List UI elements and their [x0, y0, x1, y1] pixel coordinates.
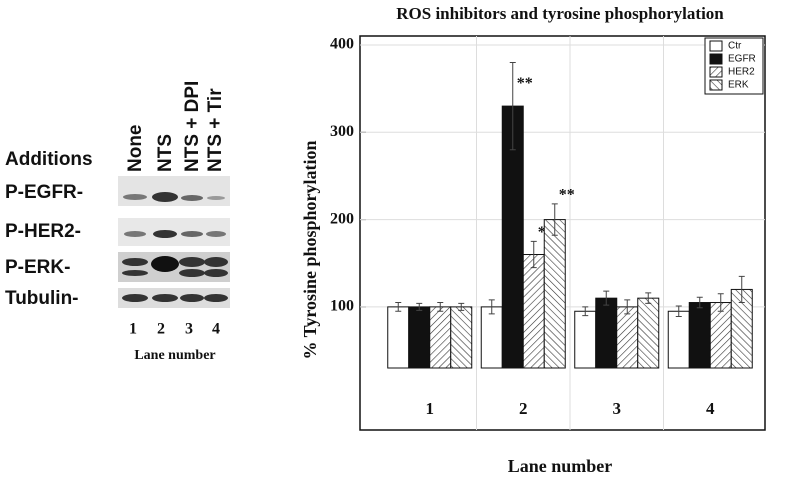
legend-label: ERK — [728, 80, 749, 91]
bar — [667, 310, 690, 369]
x-tick-label: 3 — [613, 399, 622, 418]
error-bar — [530, 240, 537, 269]
significance-label: ** — [517, 75, 533, 92]
significance-label: ** — [559, 187, 575, 204]
legend-label: HER2 — [728, 67, 755, 78]
legend-label: Ctr — [728, 41, 742, 52]
bar — [709, 302, 732, 369]
bar — [387, 306, 410, 369]
error-bar — [395, 302, 402, 312]
error-bar — [717, 293, 724, 312]
error-bar — [458, 302, 465, 311]
y-tick-label: 100 — [330, 298, 354, 315]
y-tick-label: 300 — [330, 123, 354, 140]
lane-header: NTS + Tir — [205, 88, 226, 172]
lane-number: 2 — [157, 321, 165, 338]
bar — [543, 219, 566, 369]
bar — [480, 306, 503, 369]
lane-number: 3 — [185, 321, 193, 338]
bar — [595, 297, 618, 369]
row-label: P-ERK- — [5, 257, 70, 278]
lane-number: 4 — [212, 321, 220, 338]
error-bar — [645, 292, 652, 304]
blot-panel: Additions None NTS NTS + DPI NTS + Tir P… — [5, 81, 230, 363]
error-bar — [696, 296, 703, 309]
legend-swatch — [709, 66, 723, 78]
blot-bands — [118, 176, 230, 308]
lane-header: NTS — [155, 134, 176, 172]
row-label: Tubulin- — [5, 288, 79, 309]
bar — [522, 254, 545, 369]
y-tick-label: 200 — [330, 210, 354, 227]
x-tick-label: 4 — [706, 399, 715, 418]
bar — [616, 306, 639, 369]
legend-swatch — [709, 40, 723, 52]
error-bar — [488, 299, 495, 315]
y-axis-label: % Tyrosine phosphorylation — [300, 140, 320, 359]
y-tick-label: 400 — [330, 36, 354, 53]
bar — [574, 310, 597, 369]
additions-label: Additions — [5, 149, 93, 170]
error-bar — [509, 61, 516, 151]
bar — [637, 297, 660, 369]
row-label: P-EGFR- — [5, 182, 83, 203]
error-bar — [738, 275, 745, 304]
bar — [429, 306, 452, 369]
error-bar — [675, 305, 682, 317]
lane-header: NTS + DPI — [182, 81, 203, 172]
chart-title: ROS inhibitors and tyrosine phosphorylat… — [396, 4, 724, 23]
error-bar — [437, 302, 444, 312]
row-label: P-HER2- — [5, 221, 81, 242]
error-bar — [416, 302, 423, 311]
x-tick-label: 1 — [426, 399, 435, 418]
legend-swatch — [709, 79, 723, 91]
x-tick-label: 2 — [519, 399, 528, 418]
lane-number: 1 — [129, 321, 137, 338]
plot-frame — [359, 35, 766, 431]
legend-swatch — [709, 53, 723, 65]
error-bar — [603, 290, 610, 306]
x-axis-label: Lane number — [508, 456, 613, 476]
error-bar — [624, 299, 631, 315]
lane-header: None — [125, 125, 146, 173]
bar — [408, 306, 431, 369]
blot-xlabel: Lane number — [134, 348, 215, 363]
error-bar — [551, 203, 558, 236]
error-bar — [582, 306, 589, 317]
legend-label: EGFR — [728, 54, 756, 65]
bar — [688, 302, 711, 369]
bar — [450, 306, 473, 369]
